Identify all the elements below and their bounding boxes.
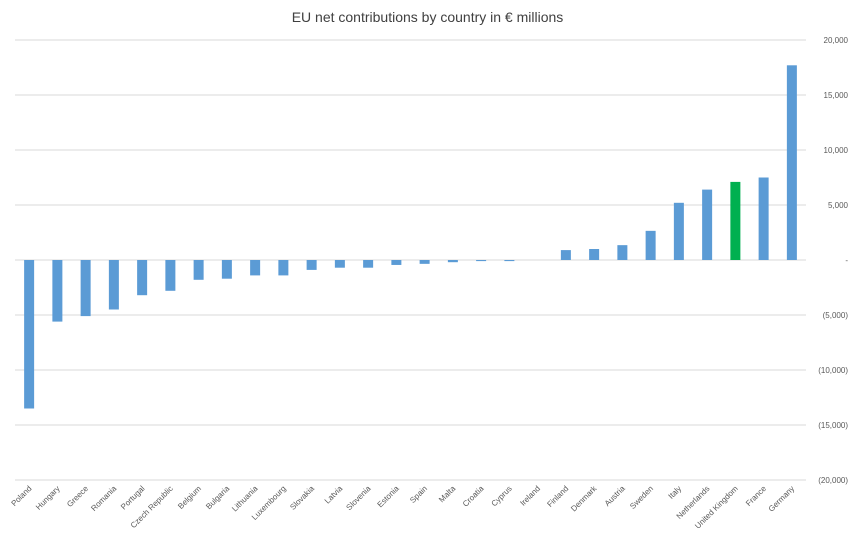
chart-title: EU net contributions by country in € mil… bbox=[291, 9, 564, 25]
y-tick-label: (10,000) bbox=[818, 366, 848, 375]
bar-denmark bbox=[589, 249, 600, 260]
y-tick-label: 5,000 bbox=[828, 201, 849, 210]
x-category-label: Hungary bbox=[34, 484, 62, 512]
y-tick-label: 15,000 bbox=[824, 91, 849, 100]
x-category-label: Slovenia bbox=[344, 484, 372, 512]
x-axis-category-labels: Poland Hungary Greece Romania PortugalCzech … bbox=[10, 483, 797, 530]
bars bbox=[24, 65, 797, 409]
y-tick-label: 10,000 bbox=[824, 146, 849, 155]
bar-slovenia bbox=[363, 260, 374, 268]
bar-italy bbox=[673, 202, 684, 260]
x-category-label: Sweden bbox=[628, 484, 655, 511]
y-axis-tick-labels: 20,000 15,000 10,000 5,000 - (5,000) (10,000) (… bbox=[818, 36, 848, 485]
y-tick-label: (15,000) bbox=[818, 421, 848, 430]
bar-portugal bbox=[137, 260, 148, 296]
y-tick-label: - bbox=[845, 256, 848, 265]
x-category-label: Poland bbox=[10, 484, 34, 508]
x-category-label: Cyprus bbox=[490, 484, 514, 508]
bar-sweden bbox=[645, 230, 656, 260]
y-tick-label: 20,000 bbox=[824, 36, 849, 45]
x-category-label: Croatia bbox=[461, 484, 486, 509]
bar-united-kingdom bbox=[730, 181, 741, 260]
x-category-label: Spain bbox=[408, 484, 429, 505]
bar-slovakia bbox=[306, 260, 317, 270]
x-category-label: Greece bbox=[65, 484, 90, 509]
gridlines bbox=[15, 39, 806, 481]
bar-spain bbox=[419, 260, 430, 264]
x-category-label: Germany bbox=[767, 484, 797, 514]
bar-luxembourg bbox=[278, 260, 289, 276]
bar-finland bbox=[560, 250, 571, 260]
bar-malta bbox=[447, 260, 458, 263]
x-category-label: Denmark bbox=[569, 483, 599, 513]
x-category-label: Belgium bbox=[176, 484, 203, 511]
bar-hungary bbox=[52, 260, 63, 322]
x-category-label: Bulgaria bbox=[204, 484, 232, 512]
x-category-label: Finland bbox=[545, 484, 570, 509]
y-tick-label: (20,000) bbox=[818, 476, 848, 485]
x-category-label: Austria bbox=[603, 484, 627, 508]
x-category-label: Ireland bbox=[518, 484, 542, 508]
x-category-label: Latvia bbox=[323, 484, 345, 506]
bar-latvia bbox=[334, 260, 345, 268]
bar-czech-republic bbox=[165, 260, 176, 291]
x-category-label: Portugal bbox=[119, 484, 147, 512]
bar-greece bbox=[80, 260, 91, 317]
bar-estonia bbox=[391, 260, 402, 265]
bar-cyprus bbox=[504, 260, 515, 262]
bar-bulgaria bbox=[221, 260, 232, 279]
y-tick-label: (5,000) bbox=[823, 311, 849, 320]
bar-belgium bbox=[193, 260, 204, 280]
bar-romania bbox=[108, 260, 119, 310]
bar-lithuania bbox=[250, 260, 261, 276]
bar-germany bbox=[786, 65, 797, 260]
bar-netherlands bbox=[702, 189, 713, 260]
x-category-label: Malta bbox=[437, 484, 458, 505]
x-category-label: Romania bbox=[89, 484, 118, 513]
bar-france bbox=[758, 177, 769, 260]
x-category-label: Estonia bbox=[376, 484, 402, 510]
x-category-label: Slovakia bbox=[288, 484, 316, 512]
bar-poland bbox=[24, 260, 35, 409]
bar-austria bbox=[617, 245, 628, 260]
x-category-label: France bbox=[744, 484, 768, 508]
bar-croatia bbox=[476, 260, 487, 262]
x-category-label: Italy bbox=[667, 484, 684, 501]
